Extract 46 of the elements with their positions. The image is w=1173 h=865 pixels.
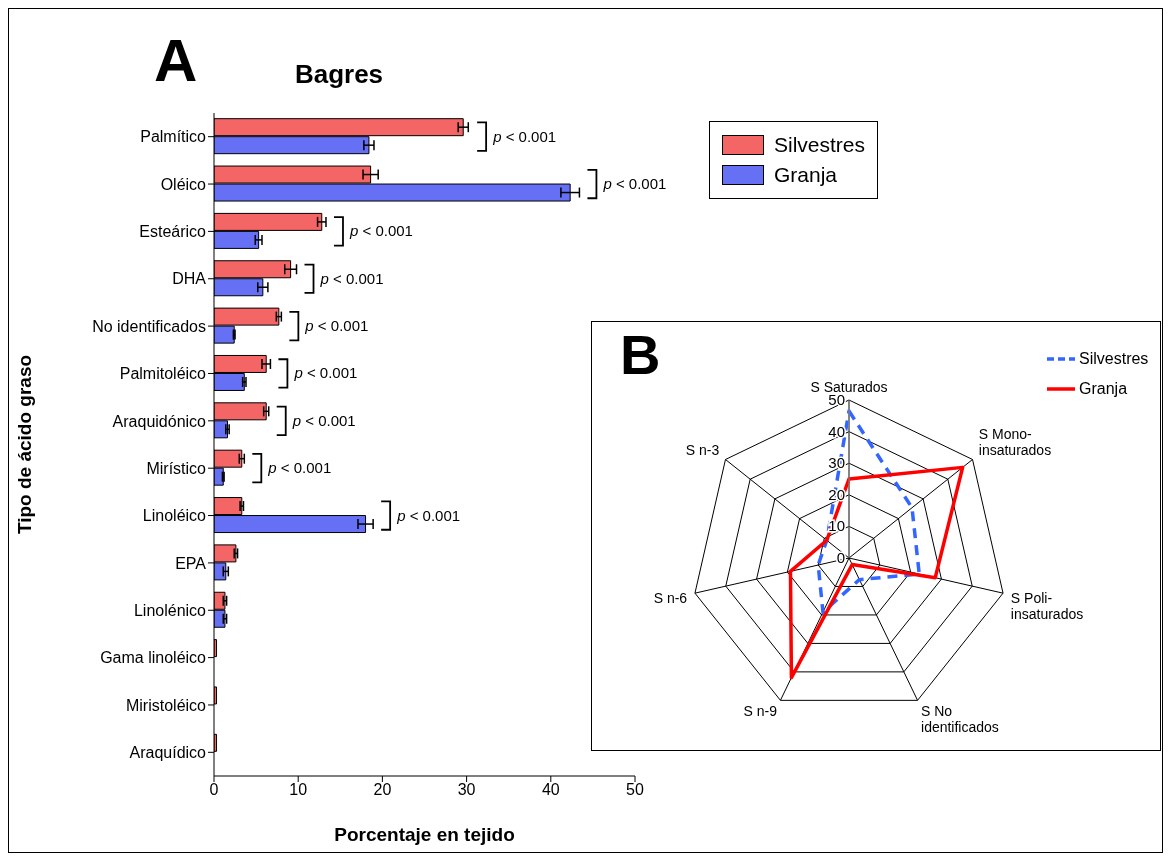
x-tick-label: 40 [541,781,560,799]
y-tick-label: No identificados [92,317,206,335]
legend-label: Silvestres [774,132,866,158]
y-tick-label: Gama linoléico [100,649,207,667]
annotation: p < 0.001 [293,364,358,382]
text: A [154,27,198,94]
annotation: p < 0.001 [602,175,667,193]
chart-title: Bagres [294,59,384,89]
annotation: p < 0.001 [348,222,413,240]
y-tick-label: Araquidónico [112,412,207,430]
x-tick-label: 50 [626,781,644,799]
y-tick-label: Palmítico [140,128,207,146]
y-tick-label: Esteárico [139,223,207,241]
y-tick-label: Palmitoléico [119,365,207,383]
annotation: p < 0.001 [291,411,356,429]
legend-label: Granja [1079,380,1128,398]
annotation: p < 0.001 [396,506,461,524]
y-tick-label: Linoléico [142,507,207,525]
y-tick-label: EPA [175,554,207,572]
y-tick-label: 40 [828,422,845,440]
x-tick-label: 0 [209,781,219,799]
x-tick-label: 30 [457,781,476,799]
x-tick-label: 20 [373,781,392,799]
y-tick-label: DHA [172,270,207,288]
annotation: p < 0.001 [492,127,557,145]
y-tick-label: Araquídico [129,744,207,761]
x-axis-title: Porcentaje en tejido [334,824,515,845]
spoke-label: S Mono-insaturados [978,425,1052,458]
spoke-label: S Poli-insaturados [1010,589,1084,622]
legend-label: Silvestres [1079,350,1149,368]
annotation: p < 0.001 [304,317,369,335]
annotation: B [620,323,661,386]
y-tick-label: Linolénico [133,601,207,619]
spoke-label: S n-3 [685,441,720,458]
x-tick-label: 10 [289,781,308,799]
annotation: p < 0.001 [267,459,332,477]
spoke-label: S n-9 [743,702,778,719]
spoke-label: S No identificados [921,702,999,735]
y-tick-label: 30 [828,454,845,472]
y-tick-label: Mirístico [146,459,207,477]
y-axis-title: Tipo de ácido graso [13,354,35,535]
legend-label: Granja [774,162,838,188]
y-tick-label: Miristoléico [125,696,207,714]
y-tick-label: Oléico [160,175,207,193]
annotation: p < 0.001 [319,269,384,287]
spoke-label: S n-6 [653,589,688,606]
